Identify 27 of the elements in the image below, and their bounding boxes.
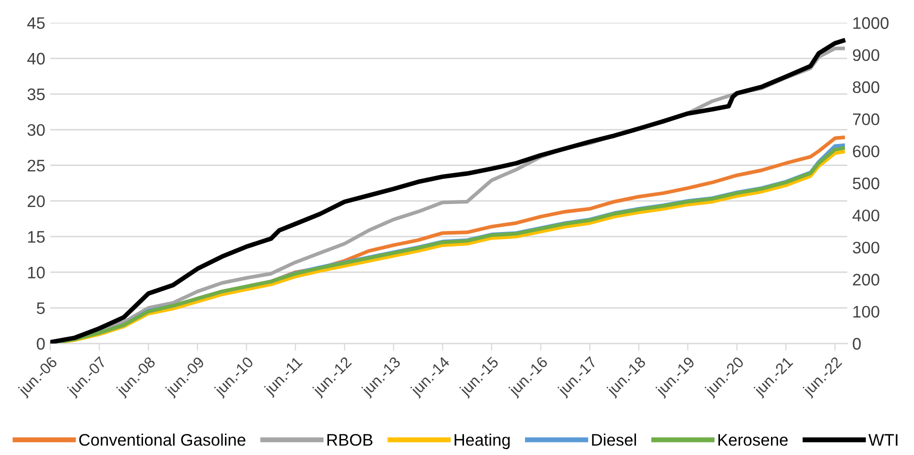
y-tick-label: 25	[28, 160, 45, 172]
legend-label: Heating	[454, 434, 510, 450]
y2-tick-label: 1000	[853, 17, 889, 29]
y2-tick-label: 900	[852, 49, 880, 62]
y-tick-label: 10	[28, 266, 45, 278]
y-tick-label: 15	[28, 231, 45, 243]
legend-label: RBOB	[327, 434, 372, 446]
y-tick-label: 30	[28, 124, 45, 136]
y-tick-label: 5	[36, 302, 45, 314]
y2-tick-label: 800	[852, 81, 880, 94]
legend-label: Diesel	[592, 434, 636, 446]
legend-label: Conventional Gasoline	[79, 434, 246, 446]
y-tick-label: 20	[28, 195, 45, 208]
y2-tick-label: 100	[853, 306, 880, 318]
legend-label: WTI	[868, 434, 898, 446]
y2-tick-label: 400	[852, 210, 880, 222]
y-tick-label: 40	[27, 52, 45, 65]
legend-label: Kerosene	[718, 434, 788, 446]
y-tick-label: 0	[36, 338, 45, 350]
y2-tick-label: 500	[852, 178, 880, 190]
y2-tick-label: 0	[852, 338, 861, 350]
y2-tick-label: 200	[852, 274, 880, 286]
y2-tick-label: 300	[852, 242, 880, 254]
y2-tick-label: 600	[852, 145, 880, 158]
y-tick-label: 35	[28, 88, 45, 100]
y-tick-label: 45	[27, 17, 45, 29]
y2-tick-label: 700	[852, 113, 880, 126]
